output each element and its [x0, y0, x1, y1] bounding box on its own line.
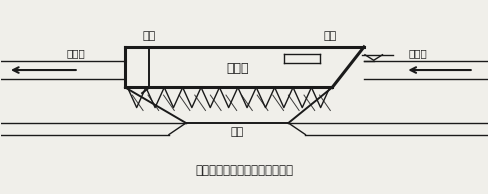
Text: 氧化沟: 氧化沟	[67, 48, 85, 58]
Text: 船首: 船首	[323, 31, 336, 41]
Text: 沉淀船: 沉淀船	[225, 62, 248, 75]
Text: 船尾: 船尾	[142, 31, 156, 41]
Text: 漏斗: 漏斗	[230, 127, 244, 137]
Text: 氧化沟: 氧化沟	[407, 48, 426, 58]
Text: 一体化氧化沟沉淀船结构示意图: 一体化氧化沟沉淀船结构示意图	[195, 164, 293, 177]
